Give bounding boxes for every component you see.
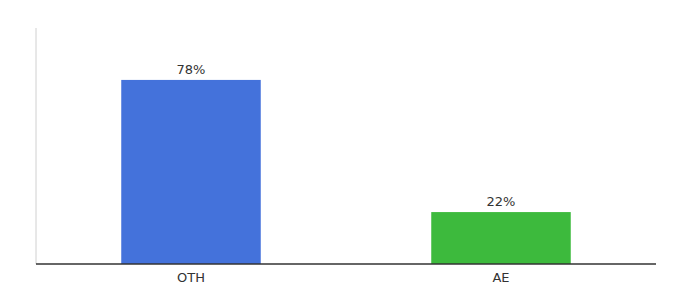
chart-container: OTH AE 78% 22% [0, 0, 680, 300]
bar [431, 212, 571, 264]
data-label: 22% [487, 194, 516, 209]
chart-svg: OTH AE 78% 22% [0, 0, 680, 300]
y-axis-line [36, 28, 37, 264]
x-tick-label: OTH [177, 270, 205, 285]
bar [121, 80, 261, 264]
bars [121, 80, 571, 264]
data-label: 78% [177, 62, 206, 77]
x-tick-label: AE [492, 270, 509, 285]
x-axis-line [36, 263, 656, 265]
